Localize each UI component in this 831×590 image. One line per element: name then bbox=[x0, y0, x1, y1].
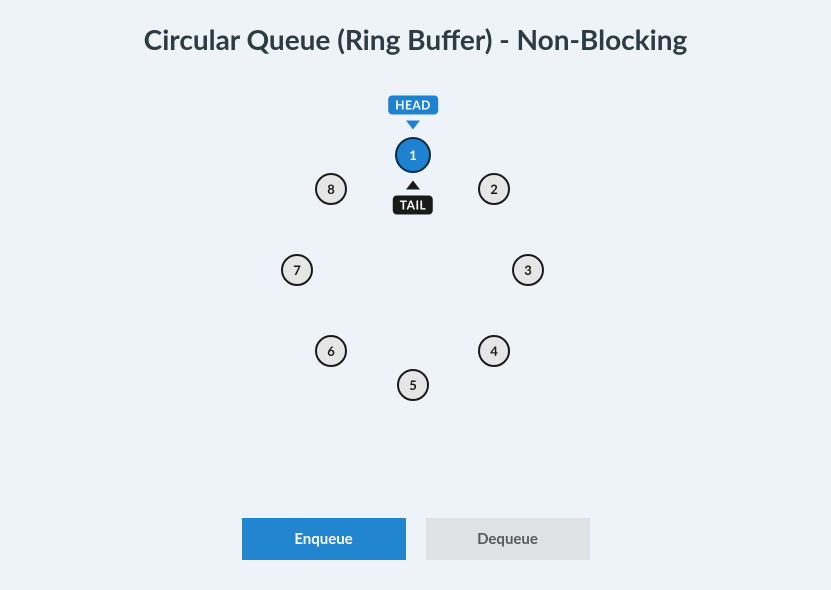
dequeue-button[interactable]: Dequeue bbox=[426, 518, 590, 560]
ring-node: 2 bbox=[478, 173, 510, 205]
button-row: Enqueue Dequeue bbox=[0, 518, 831, 560]
head-label: HEAD bbox=[388, 96, 438, 115]
tail-arrow-icon bbox=[406, 181, 420, 190]
ring-node: 8 bbox=[315, 173, 347, 205]
ring-buffer-diagram: 1 2 3 4 5 6 7 8 HEAD TAIL bbox=[0, 56, 831, 486]
ring-node: 6 bbox=[315, 335, 347, 367]
ring-node: 1 bbox=[395, 137, 431, 173]
enqueue-button[interactable]: Enqueue bbox=[242, 518, 406, 560]
ring-node: 4 bbox=[478, 335, 510, 367]
head-arrow-icon bbox=[406, 121, 420, 130]
page: Circular Queue (Ring Buffer) - Non-Block… bbox=[0, 0, 831, 590]
ring-node: 7 bbox=[281, 254, 313, 286]
ring-node: 3 bbox=[512, 254, 544, 286]
ring-node: 5 bbox=[397, 369, 429, 401]
page-title: Circular Queue (Ring Buffer) - Non-Block… bbox=[0, 0, 831, 56]
tail-label: TAIL bbox=[393, 196, 433, 215]
